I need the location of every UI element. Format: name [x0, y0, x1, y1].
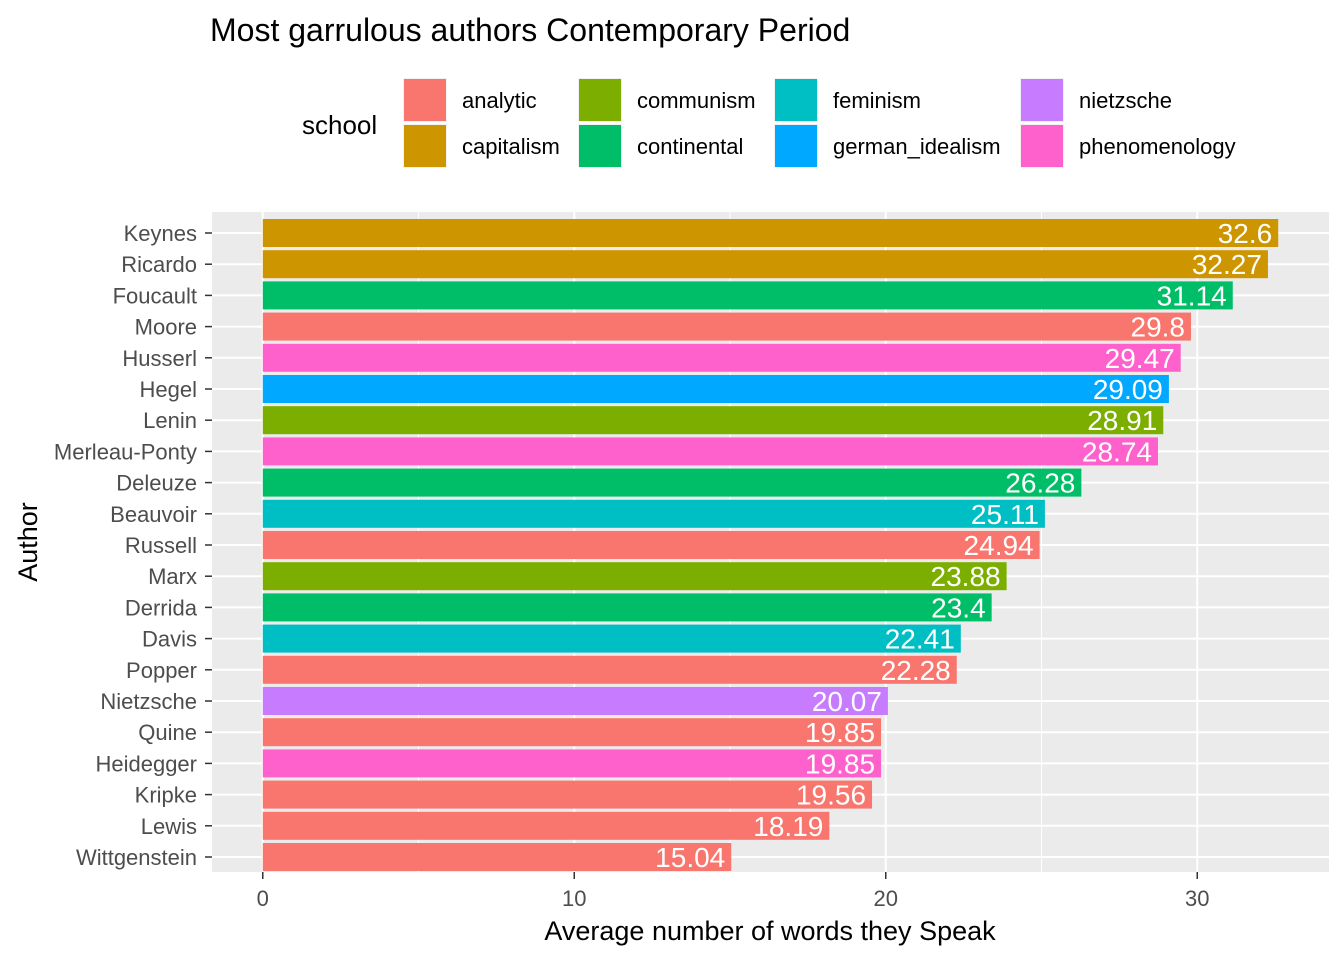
bar-value-label: 32.6 — [1218, 218, 1273, 249]
bar-value-label: 23.4 — [931, 592, 986, 623]
bar-value-label: 25.11 — [971, 499, 1039, 530]
bar — [262, 843, 732, 871]
y-tick-label: Kripke — [135, 783, 197, 808]
legend-swatch — [1021, 79, 1063, 121]
legend-label: communism — [637, 88, 756, 113]
x-axis-title: Average number of words they Speak — [544, 916, 996, 946]
y-tick-label: Moore — [135, 315, 197, 340]
bar-value-label: 18.19 — [753, 811, 823, 842]
bars — [262, 219, 1279, 871]
bar — [262, 468, 1082, 497]
bar — [262, 219, 1279, 247]
x-tick-label: 10 — [562, 886, 586, 911]
bar-value-label: 20.07 — [812, 686, 882, 717]
y-tick-label: Hegel — [140, 377, 197, 402]
bar-value-label: 19.85 — [805, 717, 875, 748]
bar-value-label: 22.28 — [881, 655, 951, 686]
y-axis: Keynes Ricardo Foucault Moore Husserl Hegel Le… — [54, 221, 212, 870]
bar — [262, 811, 830, 840]
bar — [262, 343, 1181, 372]
bar — [262, 562, 1007, 591]
legend-label: analytic — [462, 88, 537, 113]
bar-value-label: 19.85 — [805, 748, 875, 779]
y-tick-label: Davis — [142, 627, 197, 652]
legend-swatch — [775, 79, 817, 121]
x-tick-label: 30 — [1185, 886, 1209, 911]
y-tick-label: Lenin — [143, 408, 197, 433]
y-tick-label: Lewis — [141, 814, 197, 839]
y-tick-label: Derrida — [125, 595, 198, 620]
bar-value-label: 29.09 — [1093, 374, 1163, 405]
bar-value-label: 28.74 — [1082, 436, 1152, 467]
bar-labels: 32.632.2731.1429.829.4729.0928.9128.7426… — [655, 218, 1272, 873]
legend-label: german_idealism — [833, 134, 1001, 159]
y-tick-label: Deleuze — [116, 471, 197, 496]
bar-value-label: 22.41 — [885, 624, 955, 655]
chart-title: Most garrulous authors Contemporary Peri… — [210, 12, 850, 48]
legend-title: school — [302, 110, 377, 140]
y-tick-label: Marx — [148, 564, 197, 589]
bar — [262, 375, 1169, 403]
y-tick-label: Keynes — [124, 221, 197, 246]
y-tick-label: Heidegger — [95, 751, 197, 776]
bar-value-label: 19.56 — [796, 780, 866, 811]
bar — [262, 780, 873, 809]
bar — [262, 312, 1192, 341]
legend-label: feminism — [833, 88, 921, 113]
bar — [262, 437, 1158, 466]
x-axis: 0 10 20 30 — [257, 872, 1209, 911]
legend-label: continental — [637, 134, 743, 159]
bar — [262, 655, 957, 684]
legend-label: nietzsche — [1079, 88, 1172, 113]
bar-value-label: 24.94 — [964, 530, 1034, 561]
bar-value-label: 23.88 — [931, 561, 1001, 592]
legend-label: capitalism — [462, 134, 560, 159]
y-tick-label: Merleau-Ponty — [54, 439, 197, 464]
legend-swatch — [404, 125, 446, 167]
x-tick-label: 0 — [257, 886, 269, 911]
bar — [262, 406, 1164, 435]
bar — [262, 499, 1045, 528]
legend-items: analytic capitalism communism continental fe… — [403, 78, 1236, 168]
y-tick-label: Nietzsche — [100, 689, 197, 714]
y-axis-title: Author — [13, 502, 43, 582]
legend-swatch — [404, 79, 446, 121]
bar — [262, 687, 888, 715]
y-tick-label: Quine — [138, 720, 197, 745]
legend-swatch — [1021, 125, 1063, 167]
bar — [262, 531, 1040, 559]
bar — [262, 749, 882, 778]
x-tick-label: 20 — [874, 886, 898, 911]
legend-label: phenomenology — [1079, 134, 1236, 159]
y-tick-label: Husserl — [122, 346, 197, 371]
y-tick-label: Popper — [126, 658, 197, 683]
y-tick-label: Foucault — [113, 283, 197, 308]
bar-value-label: 15.04 — [655, 842, 725, 873]
bar-value-label: 29.8 — [1131, 312, 1186, 343]
bar — [262, 624, 961, 653]
bar-value-label: 28.91 — [1087, 405, 1157, 436]
bar — [262, 593, 992, 622]
bar — [262, 718, 882, 747]
legend-swatch — [579, 79, 621, 121]
bar — [262, 250, 1268, 279]
y-tick-label: Beauvoir — [110, 502, 197, 527]
legend-swatch — [579, 125, 621, 167]
bar — [262, 281, 1233, 310]
bar-value-label: 26.28 — [1005, 468, 1075, 499]
bar-value-label: 32.27 — [1192, 249, 1262, 280]
y-tick-label: Wittgenstein — [76, 845, 197, 870]
y-tick-label: Ricardo — [121, 252, 197, 277]
y-tick-label: Russell — [125, 533, 197, 558]
legend: school analytic capitalism communism contin… — [302, 78, 1236, 168]
legend-swatch — [775, 125, 817, 167]
bar-value-label: 29.47 — [1105, 343, 1175, 374]
bar-value-label: 31.14 — [1157, 280, 1227, 311]
